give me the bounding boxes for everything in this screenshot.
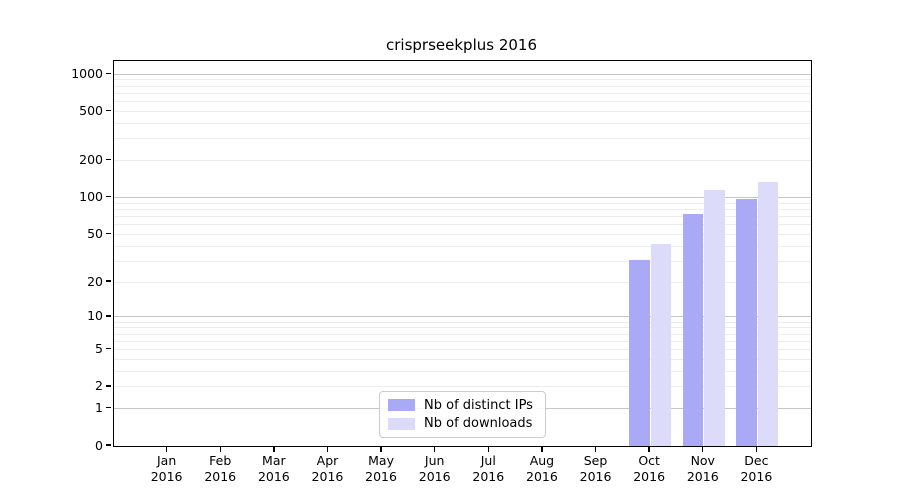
ytick-label-1000: 1000	[71, 65, 103, 81]
ytick-label-1: 1	[95, 400, 103, 416]
gridline-40	[114, 245, 811, 247]
gridline-900	[114, 79, 811, 81]
xtick-mark-jan	[165, 447, 168, 452]
xtick-label-jul: Jul 2016	[472, 453, 505, 484]
xtick-mark-feb	[219, 447, 221, 452]
chart-title: crisprseekplus 2016	[386, 36, 537, 54]
legend-label-downloads: Nb of downloads	[424, 416, 533, 432]
gridline-70	[114, 216, 811, 218]
bar-distinct-ips-dec	[736, 199, 757, 446]
ytick-mark-20	[106, 280, 111, 282]
legend-swatch-distinct-ips	[388, 399, 415, 412]
gridline-60	[114, 224, 811, 226]
gridline-80	[114, 209, 811, 211]
ytick-mark-0	[106, 444, 111, 446]
xtick-mark-sep	[594, 447, 597, 452]
gridline-90	[114, 202, 811, 204]
xtick-mark-dec	[755, 447, 758, 452]
ytick-mark-200	[106, 158, 111, 161]
xtick-label-mar: Mar 2016	[257, 453, 290, 484]
ytick-mark-1000	[106, 72, 111, 74]
xtick-label-sep: Sep 2016	[579, 453, 612, 484]
ytick-label-500: 500	[79, 102, 103, 118]
legend-item-downloads: Nb of downloads	[388, 416, 537, 431]
gridline-20	[114, 281, 811, 283]
gridline-800	[114, 85, 811, 87]
gridline-9	[114, 321, 811, 323]
ytick-label-0: 0	[95, 437, 103, 453]
gridline-6	[114, 340, 811, 342]
xtick-label-feb: Feb 2016	[204, 453, 237, 484]
gridline-4	[114, 358, 811, 360]
ytick-mark-50	[106, 232, 111, 235]
xtick-label-jun: Jun 2016	[418, 453, 451, 484]
gridline-5	[114, 349, 811, 351]
xtick-mark-nov	[702, 447, 704, 452]
gridline-400	[114, 122, 811, 124]
xtick-label-apr: Apr 2016	[311, 453, 344, 484]
ytick-label-10: 10	[87, 308, 103, 324]
xtick-label-aug: Aug 2016	[526, 453, 558, 484]
ytick-mark-10	[106, 315, 111, 317]
gridline-10	[114, 316, 811, 318]
xtick-label-jan: Jan 2016	[150, 453, 183, 484]
gridline-30	[114, 260, 811, 262]
gridline-1000	[114, 73, 811, 75]
bar-downloads-dec	[757, 182, 779, 446]
ytick-label-200: 200	[79, 152, 103, 168]
gridline-500	[114, 110, 811, 112]
gridline-100	[114, 197, 811, 199]
gridline-7	[114, 333, 811, 335]
xtick-mark-jul	[487, 447, 489, 452]
xtick-mark-oct	[648, 447, 650, 452]
ytick-mark-500	[106, 109, 111, 112]
gridline-700	[114, 92, 811, 94]
xtick-mark-jun	[433, 447, 436, 452]
legend: Nb of distinct IPs Nb of downloads	[379, 391, 546, 438]
xtick-label-nov: Nov 2016	[686, 453, 719, 484]
ytick-label-2: 2	[95, 378, 103, 394]
ytick-label-100: 100	[79, 189, 103, 205]
gridline-3	[114, 370, 811, 372]
xtick-label-dec: Dec 2016	[740, 453, 773, 484]
ytick-label-20: 20	[87, 273, 103, 289]
legend-swatch-downloads	[388, 417, 415, 430]
xtick-label-oct: Oct 2016	[633, 453, 666, 484]
bar-distinct-ips-oct	[629, 259, 650, 446]
xtick-mark-may	[380, 447, 382, 452]
gridline-8	[114, 327, 811, 329]
legend-label-distinct-ips: Nb of distinct IPs	[424, 397, 533, 413]
legend-item-distinct-ips: Nb of distinct IPs	[388, 398, 537, 413]
ytick-mark-1	[106, 407, 111, 409]
ytick-mark-5	[106, 347, 111, 350]
gridline-200	[114, 160, 811, 162]
xtick-label-may: May 2016	[365, 453, 397, 484]
bar-distinct-ips-nov	[682, 213, 704, 446]
xtick-mark-mar	[273, 447, 275, 452]
ytick-mark-100	[106, 195, 111, 198]
plot-area	[113, 60, 812, 447]
bar-downloads-oct	[650, 243, 672, 446]
xtick-mark-aug	[541, 447, 543, 452]
gridline-600	[114, 101, 811, 103]
xtick-mark-apr	[326, 447, 329, 452]
ytick-label-5: 5	[95, 341, 103, 357]
gridline-2	[114, 386, 811, 388]
bar-downloads-nov	[704, 190, 725, 446]
gridline-50	[114, 233, 811, 235]
gridline-300	[114, 138, 811, 140]
ytick-label-50: 50	[87, 225, 103, 241]
ytick-mark-2	[106, 385, 111, 387]
